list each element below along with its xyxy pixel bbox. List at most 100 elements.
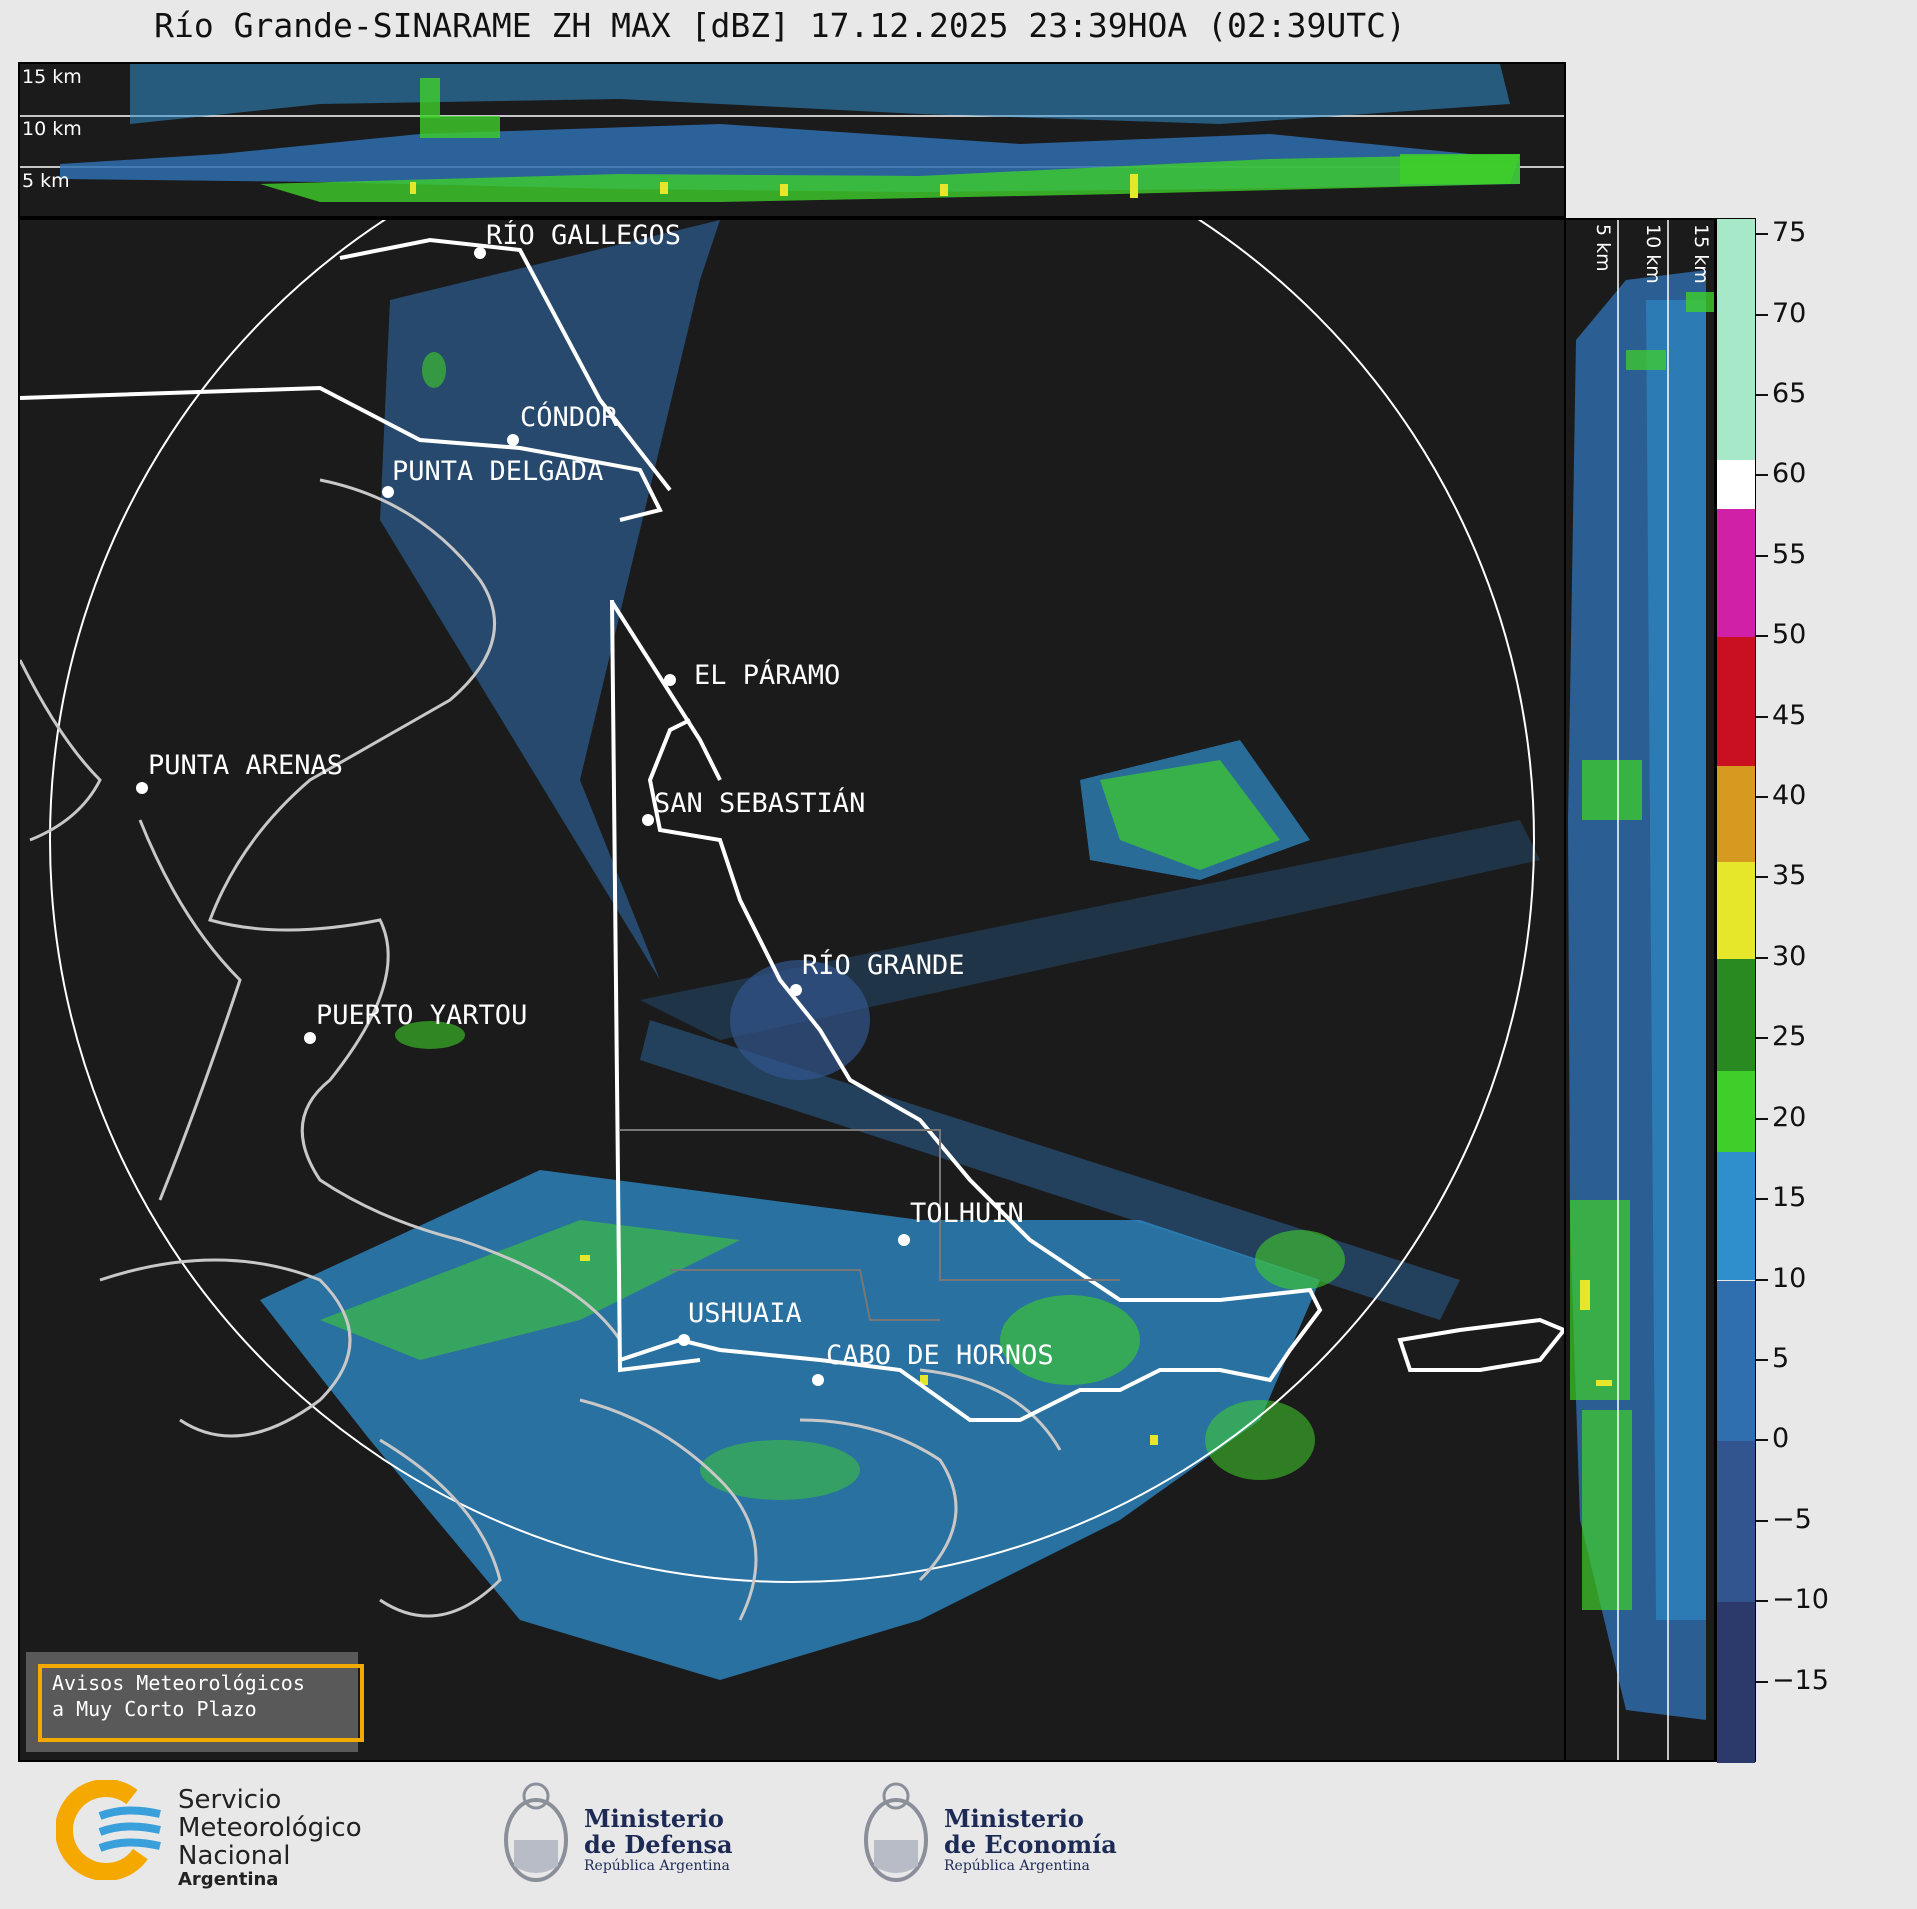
colorbar-tick-label: 30 xyxy=(1772,940,1807,972)
colorbar-tick-label: 5 xyxy=(1772,1342,1790,1374)
colorbar-tick xyxy=(1756,474,1768,477)
colorbar-tick-label: 45 xyxy=(1772,699,1807,731)
colorbar-tick xyxy=(1756,796,1768,798)
colorbar-tick xyxy=(1756,1439,1768,1442)
colorbar-tick-label: 70 xyxy=(1772,297,1807,329)
smn-line1: Servicio xyxy=(178,1785,282,1815)
colorbar-tick-label: 25 xyxy=(1772,1021,1807,1053)
top-label-10km: 10 km xyxy=(22,118,82,140)
colorbar-tick xyxy=(1756,635,1768,638)
colorbar-tick xyxy=(1756,1600,1768,1603)
place-label: PUNTA ARENAS xyxy=(148,750,344,781)
right-label-5km: 5 km xyxy=(1592,224,1614,272)
smn-line2: Meteorológico xyxy=(178,1813,362,1843)
colorbar-band xyxy=(1717,219,1755,461)
place-label: RÍO GRANDE xyxy=(802,950,965,981)
smn-logo-icon xyxy=(56,1780,161,1880)
radar-map: RÍO GALLEGOS CÓNDOR PUNTA DELGADA EL PÁRAMO… xyxy=(18,218,1566,1762)
place-label: USHUAIA xyxy=(688,1298,802,1329)
colorbar-tick xyxy=(1756,1519,1768,1522)
range-ring xyxy=(49,220,1535,1583)
colorbar-tick xyxy=(1756,956,1768,959)
colorbar-band xyxy=(1717,1151,1755,1281)
colorbar-tick-label: 35 xyxy=(1772,860,1807,892)
radar-echoes xyxy=(260,220,1540,1680)
colorbar-band xyxy=(1717,460,1755,509)
aviso-inner: Avisos Meteorológicos a Muy Corto Plazo xyxy=(38,1664,364,1742)
place-markers xyxy=(136,247,910,1386)
colorbar-tick-label: −5 xyxy=(1772,1503,1812,1535)
top-profile-echoes xyxy=(20,64,1564,202)
colorbar-tick-label: 10 xyxy=(1772,1262,1807,1294)
place-label: PUNTA DELGADA xyxy=(392,456,604,487)
place-label: SAN SEBASTIÁN xyxy=(654,788,866,819)
colorbar-tick-label: 75 xyxy=(1772,217,1807,249)
colorbar-tick xyxy=(1756,1278,1768,1281)
colorbar-tick xyxy=(1756,1358,1768,1361)
colorbar-tick-label: 50 xyxy=(1772,619,1807,651)
place-label: EL PÁRAMO xyxy=(694,660,841,691)
top-label-15km: 15 km xyxy=(22,66,82,88)
smn-line4: Argentina xyxy=(178,1869,279,1890)
colorbar-tick-label: −10 xyxy=(1772,1584,1829,1616)
smn-logo-text: Servicio Meteorológico Nacional Argentin… xyxy=(178,1786,362,1890)
aviso-line1: Avisos Meteorológicos xyxy=(52,1671,305,1695)
province-boundaries xyxy=(620,1129,1120,1321)
radar-map-canvas xyxy=(20,220,1564,1680)
colorbar-tick xyxy=(1756,554,1768,557)
defensa-line3: República Argentina xyxy=(584,1858,730,1874)
colorbar-tick-label: 55 xyxy=(1772,538,1807,570)
colorbar-band xyxy=(1717,1441,1755,1603)
colorbar-tick xyxy=(1756,393,1768,396)
colorbar-tick xyxy=(1756,1117,1768,1120)
colorbar-tick-label: 20 xyxy=(1772,1101,1807,1133)
right-label-15km: 15 km xyxy=(1690,224,1712,284)
colorbar-tick xyxy=(1756,1198,1768,1201)
colorbar-band xyxy=(1717,1280,1755,1442)
colorbar-tick-label: 40 xyxy=(1772,780,1807,811)
colorbar-band xyxy=(1717,1602,1755,1763)
aviso-box: Avisos Meteorológicos a Muy Corto Plazo xyxy=(26,1652,364,1752)
place-label: CÓNDOR xyxy=(520,402,618,433)
colorbar-band xyxy=(1717,765,1755,863)
colorbar-tick xyxy=(1756,715,1768,718)
aviso-line2: a Muy Corto Plazo xyxy=(52,1697,257,1721)
economia-line2: de Economía xyxy=(944,1830,1117,1859)
escudo-icon xyxy=(504,1782,568,1882)
place-label: CABO DE HORNOS xyxy=(826,1340,1054,1371)
colorbar-band xyxy=(1717,1071,1755,1152)
place-label: TOLHUIN xyxy=(910,1198,1024,1229)
colorbar-tick xyxy=(1756,313,1768,316)
colorbar-tick xyxy=(1756,1037,1768,1040)
escudo-icon xyxy=(864,1782,928,1882)
colorbar-band xyxy=(1717,958,1755,1072)
colorbar-tick-label: 60 xyxy=(1772,458,1807,490)
economia-logo-text: Ministerio de Economía República Argenti… xyxy=(944,1804,1117,1875)
colorbar-band xyxy=(1717,862,1755,959)
borders xyxy=(20,237,1564,1422)
place-label: PUERTO YARTOU xyxy=(316,1000,528,1031)
smn-line3: Nacional xyxy=(178,1841,291,1871)
dbz-colorbar xyxy=(1716,218,1756,1763)
colorbar-band xyxy=(1717,637,1755,766)
economia-line3: República Argentina xyxy=(944,1858,1090,1874)
place-label: RÍO GALLEGOS xyxy=(486,220,682,251)
colorbar-tick xyxy=(1756,876,1768,879)
defensa-line1: Ministerio xyxy=(584,1804,724,1833)
colorbar-tick xyxy=(1756,1680,1768,1683)
right-profile-echoes xyxy=(1568,220,1714,1760)
page-title: Río Grande-SINARAME ZH MAX [dBZ] 17.12.2… xyxy=(154,6,1406,45)
defensa-line2: de Defensa xyxy=(584,1830,733,1859)
colorbar-tick xyxy=(1756,233,1768,236)
economia-line1: Ministerio xyxy=(944,1804,1084,1833)
colorbar-tick-label: −15 xyxy=(1772,1664,1829,1696)
colorbar-tick-label: 0 xyxy=(1772,1423,1790,1455)
coastlines xyxy=(20,478,1062,1621)
colorbar-band xyxy=(1717,508,1755,638)
top-height-profile: 15 km 10 km 5 km xyxy=(18,62,1566,218)
defensa-logo-text: Ministerio de Defensa República Argentin… xyxy=(584,1804,733,1875)
right-height-profile: 5 km 10 km 15 km xyxy=(1564,218,1716,1762)
right-label-10km: 10 km xyxy=(1642,224,1664,284)
colorbar-tick-label: 15 xyxy=(1772,1182,1807,1214)
colorbar-tick-label: 65 xyxy=(1772,377,1807,409)
